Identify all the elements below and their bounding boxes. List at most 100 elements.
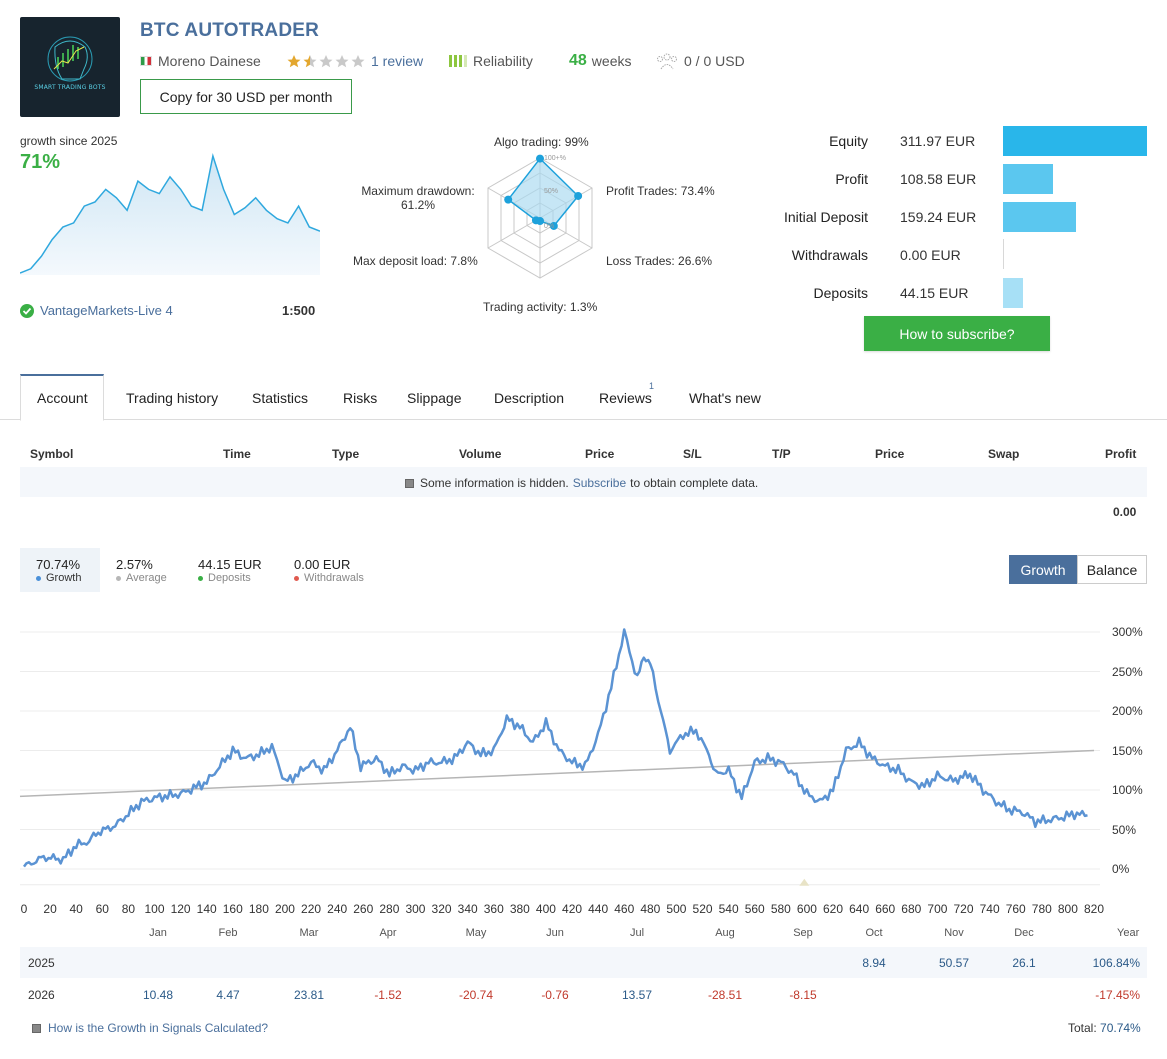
balance-bar-1	[1003, 164, 1053, 194]
x-tick-label: 580	[770, 902, 791, 916]
col-swap[interactable]: Swap	[988, 447, 1020, 461]
y-tick-label: 150%	[1112, 743, 1143, 758]
month-value[interactable]: 4.47	[216, 988, 240, 1002]
reliability-label: Reliability	[473, 53, 533, 69]
radar-drawdown-value: 61.2%	[400, 198, 436, 212]
col-price-open[interactable]: Price	[585, 447, 615, 461]
author-name[interactable]: Moreno Dainese	[158, 53, 261, 69]
balance-value-2: 159.24 EUR	[900, 209, 977, 225]
broker-row[interactable]: VantageMarkets-Live 4	[20, 303, 173, 318]
x-tick-label: 380	[509, 902, 530, 916]
radar-point-4	[531, 216, 540, 225]
tab-description[interactable]: Description	[494, 390, 565, 406]
month-header-apr: Apr	[379, 927, 397, 939]
y-tick-label: 0%	[1112, 862, 1130, 876]
x-tick-label: 420	[562, 902, 583, 916]
month-value[interactable]: -0.76	[541, 988, 569, 1002]
month-value[interactable]: 23.81	[293, 988, 325, 1002]
event-marker	[799, 878, 810, 886]
balance-toggle[interactable]: Balance	[1077, 555, 1147, 584]
growth-calc-help[interactable]: How is the Growth in Signals Calculated?	[32, 1021, 268, 1035]
x-tick-label: 640	[849, 902, 870, 916]
year-row-bg	[20, 979, 1147, 1010]
x-tick-label: 300	[405, 902, 426, 916]
balance-bar-2	[1003, 202, 1076, 232]
y-tick-label: 50%	[1112, 822, 1137, 837]
star-rating-icon	[287, 55, 365, 68]
reliability-bars-icon	[449, 55, 467, 67]
hidden-info-row	[20, 467, 1147, 497]
col-type[interactable]: Type	[332, 447, 360, 461]
stat-withdrawals[interactable]: 0.00 EUR Withdrawals	[294, 557, 364, 584]
month-value[interactable]: -1.52	[374, 988, 402, 1002]
copy-button[interactable]: Copy for 30 USD per month	[140, 79, 352, 114]
subscribe-link[interactable]: Subscribe	[572, 476, 627, 490]
col-symbol[interactable]: Symbol	[30, 447, 74, 461]
x-tick-label: 560	[744, 902, 765, 916]
broker-name[interactable]: VantageMarkets-Live 4	[40, 303, 173, 318]
balance-label-4: Deposits	[813, 285, 868, 301]
month-value[interactable]: -28.51	[707, 988, 743, 1002]
month-header-oct: Oct	[865, 927, 883, 939]
month-value[interactable]: -8.15	[789, 988, 817, 1002]
stat-growth[interactable]: 70.74% Growth	[36, 557, 81, 584]
subscribe-button[interactable]: How to subscribe?	[864, 316, 1050, 351]
growth-since-label: growth since 2025	[20, 134, 118, 148]
month-value[interactable]: 8.94	[862, 956, 886, 970]
hidden-note-text-after: to obtain complete data.	[630, 476, 759, 490]
rating[interactable]: 1 review	[287, 52, 423, 70]
stat-growth-label: Growth	[46, 572, 82, 584]
col-tp[interactable]: T/P	[772, 447, 791, 461]
month-header-dec: Dec	[1014, 927, 1034, 939]
reviews-link[interactable]: 1 review	[371, 53, 424, 69]
stat-deposits[interactable]: 44.15 EUR Deposits	[198, 557, 262, 584]
tab-trading-history[interactable]: Trading history	[126, 390, 219, 406]
signal-title[interactable]: BTC AUTOTRADER	[140, 20, 320, 41]
logo-text: SMART TRADING BOTS	[34, 84, 106, 91]
month-value[interactable]: 50.57	[938, 956, 970, 970]
tab-reviews[interactable]: Reviews	[599, 390, 652, 406]
x-tick-label: 100	[144, 902, 165, 916]
col-profit[interactable]: Profit	[1105, 447, 1137, 461]
x-tick-label: 700	[927, 902, 948, 916]
y-tick-label: 100%	[1112, 783, 1143, 797]
tab-slippage[interactable]: Slippage	[407, 390, 462, 406]
growth-toggle[interactable]: Growth	[1009, 555, 1077, 584]
month-value[interactable]: 13.57	[621, 988, 653, 1002]
subscribers-value: 0 / 0 USD	[684, 53, 745, 69]
x-tick-label: 520	[692, 902, 713, 916]
x-tick-label: 740	[979, 902, 1000, 916]
month-value[interactable]: 10.48	[142, 988, 174, 1002]
author[interactable]: Moreno Dainese	[140, 52, 261, 70]
x-tick-label: 440	[588, 902, 609, 916]
tab-whats-new[interactable]: What's new	[689, 390, 761, 406]
radar-activity-label: Trading activity: 1.3%	[483, 300, 598, 314]
info-icon	[405, 478, 414, 488]
month-value[interactable]: -20.74	[458, 988, 494, 1002]
col-sl[interactable]: S/L	[683, 447, 702, 461]
month-value[interactable]: 26.1	[1012, 956, 1036, 970]
col-time[interactable]: Time	[223, 447, 251, 461]
growth-sparkline	[20, 153, 320, 275]
tab-statistics[interactable]: Statistics	[252, 390, 309, 406]
col-price-close[interactable]: Price	[875, 447, 905, 461]
tab-risks[interactable]: Risks	[343, 390, 378, 406]
radar-profit-label: Profit Trades: 73.4%	[606, 184, 715, 198]
year-total: 106.84%	[1092, 956, 1140, 970]
month-header-nov: Nov	[944, 927, 964, 939]
radar-ring-50: 50%	[544, 188, 558, 195]
help-icon	[32, 1023, 41, 1033]
subscribers: 0 / 0 USD	[656, 52, 745, 70]
x-tick-label: 460	[614, 902, 635, 916]
month-header-jul: Jul	[629, 927, 645, 939]
col-volume[interactable]: Volume	[459, 447, 502, 461]
subscribers-icon	[657, 53, 677, 70]
x-tick-label: 600	[796, 902, 817, 916]
month-header-jan: Jan	[149, 927, 167, 939]
growth-calc-link[interactable]: How is the Growth in Signals Calculated?	[48, 1021, 269, 1035]
signal-logo: SMART TRADING BOTS	[20, 17, 120, 117]
stat-average[interactable]: 2.57% Average	[116, 557, 167, 584]
reliability[interactable]: Reliability	[449, 52, 533, 70]
verified-icon	[20, 303, 34, 318]
tab-account[interactable]: Account	[37, 390, 88, 406]
